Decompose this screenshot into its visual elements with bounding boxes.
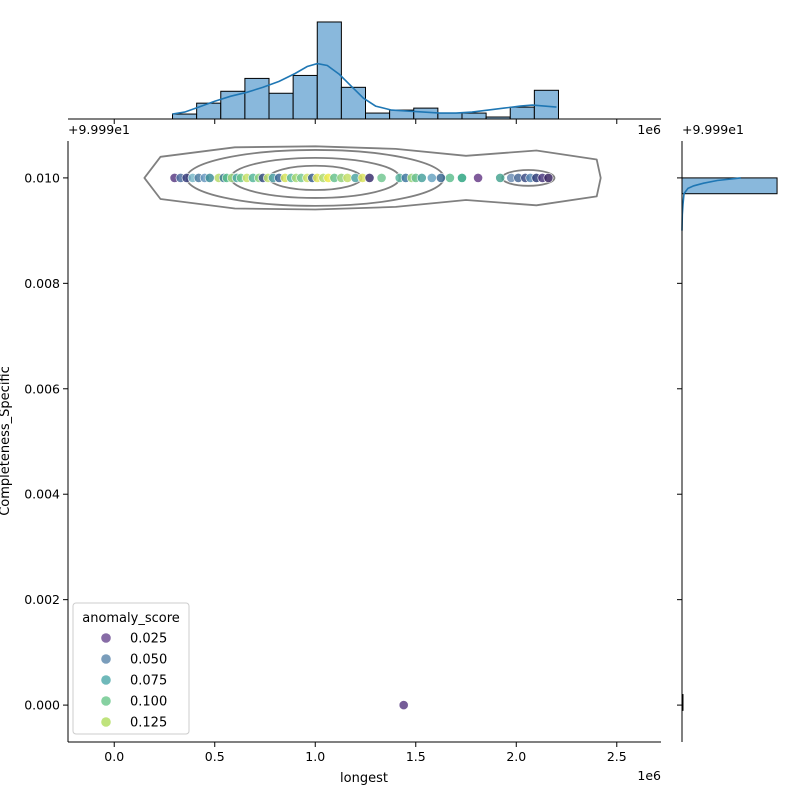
legend-items: 0.025 0.050 0.075 0.100 0.125 bbox=[101, 632, 167, 731]
top-marginal-histogram: 1e6 bbox=[68, 21, 661, 137]
x-offset-text: 1e6 bbox=[637, 768, 661, 783]
legend-marker bbox=[101, 654, 111, 664]
kde-contour-outer bbox=[143, 145, 602, 211]
scatter-point bbox=[457, 173, 467, 183]
right-offset-text: +9.999e1 bbox=[682, 122, 744, 137]
legend-label: 0.075 bbox=[130, 674, 167, 689]
top-histogram-bar bbox=[292, 74, 318, 120]
y-axis-label: Completeness_Specific bbox=[0, 366, 13, 516]
top-histogram-bar bbox=[461, 112, 487, 120]
top-histogram-bar bbox=[340, 86, 367, 120]
top-histogram-bar bbox=[509, 106, 535, 120]
y-tick-label: 0.010 bbox=[24, 170, 60, 185]
y-axis-ticks: 0.000 0.002 0.004 0.006 0.008 0.010 bbox=[24, 170, 68, 713]
y-tick-label: 0.006 bbox=[24, 381, 60, 396]
hue-legend: anomaly_score 0.025 0.050 0.075 0.100 0.125 bbox=[72, 602, 190, 735]
scatter-point bbox=[435, 173, 446, 183]
scatter-point bbox=[376, 173, 387, 183]
right-marginal-histogram: +9.999e1 bbox=[677, 122, 778, 742]
right-kde-line bbox=[681, 177, 741, 231]
top-kde-line bbox=[172, 62, 557, 115]
legend-label: 0.025 bbox=[130, 632, 167, 647]
top-histogram-bar bbox=[196, 102, 222, 120]
x-axis-ticks: 0.0 0.5 1.0 1.5 2.0 2.5 bbox=[104, 742, 627, 764]
right-histogram-bars bbox=[681, 177, 778, 711]
y-tick-label: 0.000 bbox=[24, 698, 60, 713]
x-tick-label: 1.5 bbox=[406, 749, 426, 764]
legend-title: anomaly_score bbox=[82, 611, 180, 626]
y-tick-label: 0.004 bbox=[24, 487, 60, 502]
right-marginal-ticks bbox=[677, 177, 682, 706]
top-marginal-ticks bbox=[113, 119, 618, 124]
scatter-point bbox=[543, 173, 554, 183]
main-plot-area: 0.0 0.5 1.0 1.5 2.0 2.5 0.0000.0020.0040.0060… bbox=[0, 122, 661, 786]
scatter-point bbox=[495, 173, 506, 183]
x-tick-label: 2.0 bbox=[506, 749, 526, 764]
scatter-point bbox=[204, 173, 215, 183]
x-tick-label: 2.5 bbox=[607, 749, 627, 764]
top-histogram-bar bbox=[365, 112, 391, 120]
legend-marker bbox=[101, 633, 111, 643]
top-histogram-bar bbox=[316, 21, 342, 120]
y-tick-label: 0.008 bbox=[24, 276, 60, 291]
top-histogram-bar bbox=[533, 89, 559, 120]
legend-label: 0.125 bbox=[130, 716, 167, 731]
legend-marker bbox=[101, 675, 111, 685]
scatter-points bbox=[169, 173, 554, 710]
top-histogram-bar bbox=[172, 113, 198, 120]
top-histogram-bar bbox=[244, 77, 270, 120]
x-tick-label: 0.5 bbox=[205, 749, 225, 764]
scatter-point bbox=[426, 173, 437, 183]
top-offset-text: 1e6 bbox=[637, 122, 661, 137]
top-histogram-bar bbox=[413, 107, 439, 120]
top-histogram-bars bbox=[172, 21, 559, 120]
scatter-point bbox=[398, 700, 409, 710]
scatter-point bbox=[364, 173, 375, 183]
scatter-point bbox=[473, 173, 483, 183]
legend-label: 0.100 bbox=[130, 695, 167, 710]
top-histogram-bar bbox=[437, 112, 463, 120]
y-offset-text: +9.999e1 bbox=[68, 122, 130, 137]
x-axis-label: longest bbox=[340, 771, 388, 786]
scatter-point bbox=[416, 173, 427, 183]
top-histogram-bar bbox=[268, 92, 294, 120]
legend-marker bbox=[101, 696, 111, 706]
x-tick-label: 0.0 bbox=[104, 749, 124, 764]
y-tick-label: 0.002 bbox=[24, 592, 60, 607]
legend-label: 0.050 bbox=[130, 653, 167, 668]
x-tick-label: 1.0 bbox=[305, 749, 325, 764]
scatter-point bbox=[445, 173, 455, 183]
legend-marker bbox=[101, 717, 111, 727]
